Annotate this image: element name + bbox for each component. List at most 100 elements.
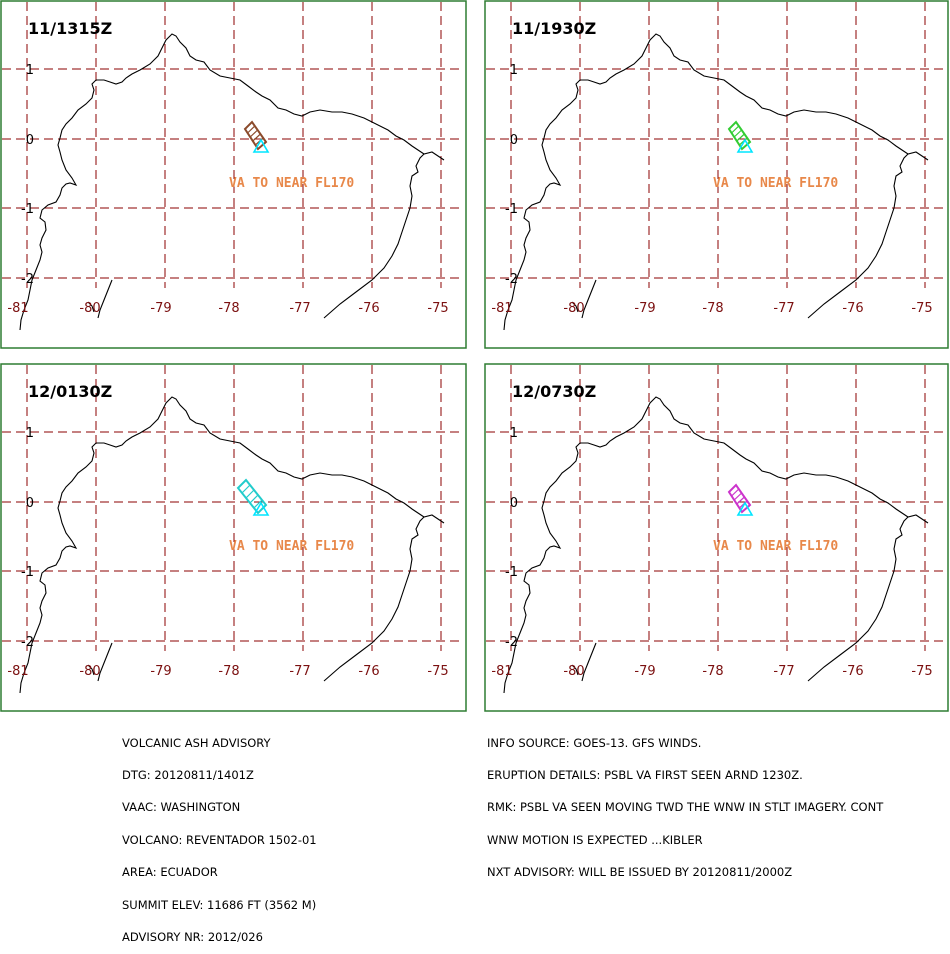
coastline-segment (19, 33, 445, 331)
lon-tick-label: -79 (150, 664, 171, 679)
ash-cloud-polygon (243, 120, 268, 151)
ash-cloud-polygon (727, 483, 752, 514)
map-panel-2: -81 -80 -79 -78 -77 -76 -75 1 0 -1 -2 11/1930Z VA … (484, 0, 950, 350)
advisory-block-left: VOLCANIC ASH ADVISORY DTG: 20120811/1401… (122, 716, 317, 954)
panel-frame (0, 363, 467, 712)
lon-tick-label: -77 (773, 301, 794, 316)
axis-tick-labels: -81 -80 -79 -78 -77 -76 -75 1 0 -1 -2 (491, 426, 932, 679)
ash-hatch-line (253, 499, 263, 509)
lon-tick-label: -75 (427, 301, 448, 316)
coastline (503, 396, 929, 694)
va-height-label: VA TO NEAR FL170 (229, 539, 354, 554)
lat-tick-label: 1 (510, 63, 518, 78)
coastline-segment (87, 642, 113, 682)
lat-tick-label: -2 (21, 635, 34, 650)
coastline-segment (323, 516, 425, 682)
advisory-line: VOLCANIC ASH ADVISORY (122, 735, 271, 750)
volcano-marker (252, 138, 270, 153)
lon-tick-label: -81 (7, 301, 28, 316)
coastline-segment (571, 279, 597, 319)
lon-tick-label: -77 (289, 664, 310, 679)
volcano-marker (252, 501, 270, 516)
panel-time: 12/0730Z (512, 382, 596, 401)
lon-tick-label: -75 (427, 664, 448, 679)
coastline (19, 33, 445, 331)
advisory-line: DTG: 20120811/1401Z (122, 767, 254, 782)
advisory-line: ADVISORY NR: 2012/026 (122, 929, 263, 944)
advisory-line: VOLCANO: REVENTADOR 1502-01 (122, 832, 317, 847)
advisory-line: ERUPTION DETAILS: PSBL VA FIRST SEEN ARN… (487, 767, 803, 782)
coastline (19, 396, 445, 694)
lon-tick-label: -78 (702, 301, 723, 316)
lon-tick-label: -75 (911, 664, 932, 679)
lon-tick-label: -76 (842, 664, 863, 679)
ash-hatch-line (731, 488, 740, 497)
coastline-segment (323, 153, 425, 319)
lon-tick-label: -78 (218, 301, 239, 316)
coastline-segment (807, 153, 909, 319)
advisory-line: NXT ADVISORY: WILL BE ISSUED BY 20120811… (487, 865, 793, 880)
lat-tick-label: -1 (505, 565, 518, 580)
volcano-triangle-icon (252, 138, 270, 153)
lon-tick-label: -76 (358, 664, 379, 679)
ash-hatch-line (245, 489, 255, 499)
va-height-label: VA TO NEAR FL170 (713, 539, 838, 554)
lon-tick-label: -78 (218, 664, 239, 679)
volcano-marker (736, 501, 754, 516)
ash-hatch-line (249, 494, 259, 504)
lon-tick-label: -81 (7, 664, 28, 679)
volcano-triangle-icon (252, 501, 270, 516)
lat-tick-label: -2 (21, 272, 34, 287)
lat-tick-label: -1 (21, 202, 34, 217)
axis-tick-labels: -81 -80 -79 -78 -77 -76 -75 1 0 -1 -2 (491, 63, 932, 316)
lon-tick-label: -78 (702, 664, 723, 679)
ash-cloud-outline (727, 120, 752, 151)
ash-cloud-outline (243, 120, 268, 151)
advisory-line: WNW MOTION IS EXPECTED ...KIBLER (487, 832, 703, 847)
panel-time: 12/0130Z (28, 382, 112, 401)
coastline-segment (503, 396, 929, 694)
lon-tick-label: -76 (842, 301, 863, 316)
ash-hatch-line (241, 484, 251, 494)
ash-hatch-line (736, 496, 745, 505)
panel-frame (0, 0, 467, 349)
lon-tick-label: -81 (491, 301, 512, 316)
advisory-block-right: INFO SOURCE: GOES-13. GFS WINDS. ERUPTIO… (487, 716, 883, 889)
advisory-line: INFO SOURCE: GOES-13. GFS WINDS. (487, 735, 702, 750)
ash-cloud-outline (236, 478, 268, 515)
lon-tick-label: -79 (634, 664, 655, 679)
panel-time: 11/1315Z (28, 19, 112, 38)
ash-hatch-line (249, 129, 259, 138)
lat-lon-grid (486, 365, 946, 651)
ash-hatch-line (731, 125, 740, 134)
volcano-triangle-icon (736, 501, 754, 516)
ash-hatch-line (736, 133, 745, 142)
ash-hatch-line (252, 133, 261, 142)
lat-tick-label: 0 (510, 496, 518, 511)
lon-tick-label: -76 (358, 301, 379, 316)
map-panel-4: -81 -80 -79 -78 -77 -76 -75 1 0 -1 -2 12/0730Z VA … (484, 363, 950, 713)
coastline-segment (503, 33, 929, 331)
lon-tick-label: -77 (289, 301, 310, 316)
panel-frame (484, 0, 949, 349)
advisory-line: RMK: PSBL VA SEEN MOVING TWD THE WNW IN … (487, 800, 884, 815)
lat-tick-label: -1 (505, 202, 518, 217)
advisory-line: VAAC: WASHINGTON (122, 800, 241, 815)
coastline-segment (87, 279, 113, 319)
lon-tick-label: -79 (150, 301, 171, 316)
lon-tick-label: -80 (79, 664, 100, 679)
coastline-segment (19, 396, 445, 694)
axis-tick-labels: -81 -80 -79 -78 -77 -76 -75 1 0 -1 -2 (7, 426, 448, 679)
va-height-label: VA TO NEAR FL170 (229, 176, 354, 191)
lat-tick-label: 1 (26, 426, 34, 441)
lat-tick-label: -2 (505, 635, 518, 650)
lat-tick-label: -1 (21, 565, 34, 580)
coastline-segment (807, 516, 909, 682)
lat-tick-label: 1 (510, 426, 518, 441)
lat-lon-grid (2, 2, 462, 288)
advisory-line: AREA: ECUADOR (122, 865, 218, 880)
coastline (503, 33, 929, 331)
panel-time: 11/1930Z (512, 19, 596, 38)
advisory-line: SUMMIT ELEV: 11686 FT (3562 M) (122, 897, 317, 912)
volcano-marker (736, 138, 754, 153)
